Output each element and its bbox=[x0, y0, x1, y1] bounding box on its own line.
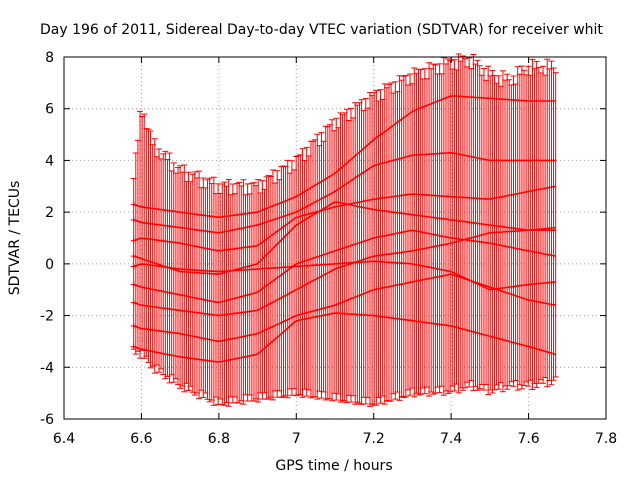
series-line-s9 bbox=[133, 95, 556, 219]
y-axis-label: SDTVAR / TECUs bbox=[7, 181, 23, 296]
plot-frame bbox=[63, 56, 607, 420]
series-line-s3 bbox=[133, 201, 556, 275]
series-line-s7 bbox=[133, 312, 556, 363]
y-tick-label: 2 bbox=[45, 205, 54, 221]
x-tick-label: 7.8 bbox=[595, 431, 617, 447]
x-tick-label: 6.8 bbox=[208, 431, 230, 447]
chart-title: Day 196 of 2011, Sidereal Day-to-day VTE… bbox=[40, 22, 603, 38]
tick-layer bbox=[63, 56, 607, 420]
data-point-marker bbox=[130, 253, 137, 260]
series-line-s2 bbox=[133, 185, 556, 252]
y-tick-label: 4 bbox=[45, 153, 54, 169]
data-point-marker bbox=[130, 281, 137, 288]
data-point-marker bbox=[130, 263, 137, 270]
series-line-s5 bbox=[133, 226, 556, 317]
errorbar-layer bbox=[130, 53, 559, 407]
series-line-s8 bbox=[133, 260, 556, 291]
data-point-marker bbox=[130, 299, 137, 306]
x-tick-label: 7.4 bbox=[440, 431, 462, 447]
data-point-marker bbox=[130, 216, 137, 223]
data-point-marker bbox=[130, 201, 137, 208]
series-layer bbox=[130, 95, 556, 363]
y-tick-label: -4 bbox=[40, 360, 54, 376]
x-tick-label: 6.6 bbox=[130, 431, 152, 447]
x-tick-label: 6.4 bbox=[53, 431, 75, 447]
series-line-s1 bbox=[133, 151, 556, 234]
x-tick-label: 7.6 bbox=[517, 431, 539, 447]
y-tick-label: 8 bbox=[45, 50, 54, 66]
data-point-marker bbox=[130, 322, 137, 329]
series-line-s6 bbox=[133, 273, 556, 343]
data-point-marker bbox=[130, 343, 137, 350]
label-layer: 6.4 6.6 6.8 7 7.2 7.4 7.6 7.8 -6 -4 -2 0 2 4 6 8 bbox=[40, 50, 617, 447]
y-tick-label: 0 bbox=[45, 257, 54, 273]
data-point-marker bbox=[130, 237, 137, 244]
y-tick-label: 6 bbox=[45, 102, 54, 118]
y-tick-label: -6 bbox=[40, 412, 54, 428]
x-tick-label: 7.2 bbox=[363, 431, 385, 447]
x-tick-label: 7 bbox=[292, 431, 301, 447]
y-tick-label: -2 bbox=[40, 309, 54, 325]
series-line-s4 bbox=[133, 229, 556, 304]
x-axis-label: GPS time / hours bbox=[275, 458, 392, 474]
